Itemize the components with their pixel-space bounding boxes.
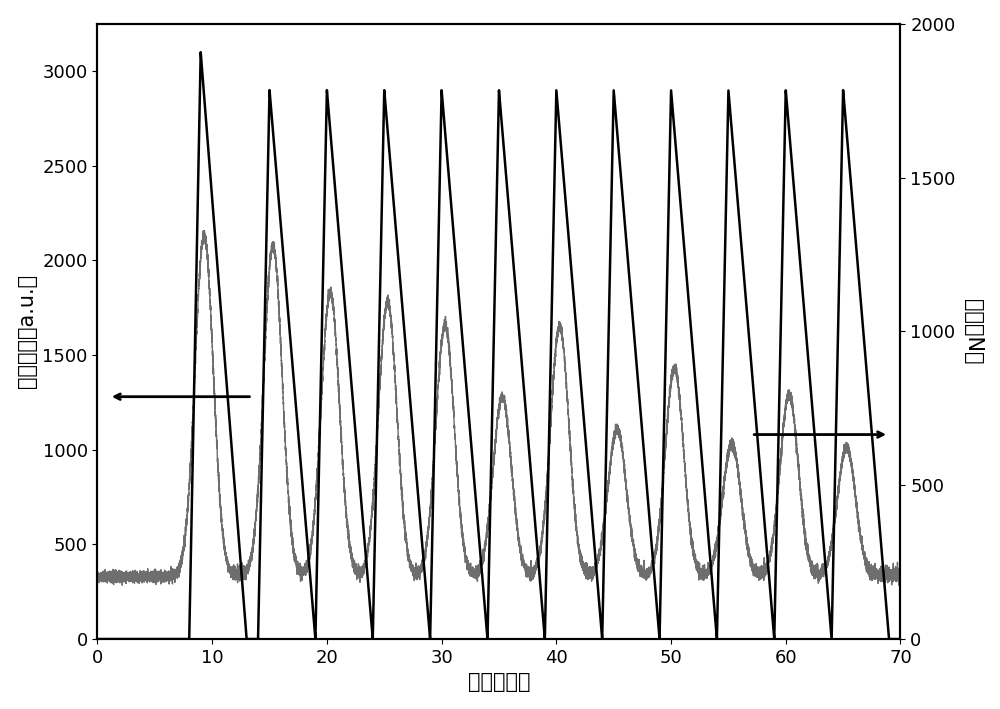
Y-axis label: 载荷（N）: 载荷（N） — [963, 298, 983, 364]
X-axis label: 时间（秒）: 时间（秒） — [468, 672, 530, 692]
Y-axis label: 发光强度（a.u.）: 发光强度（a.u.） — [17, 274, 37, 389]
